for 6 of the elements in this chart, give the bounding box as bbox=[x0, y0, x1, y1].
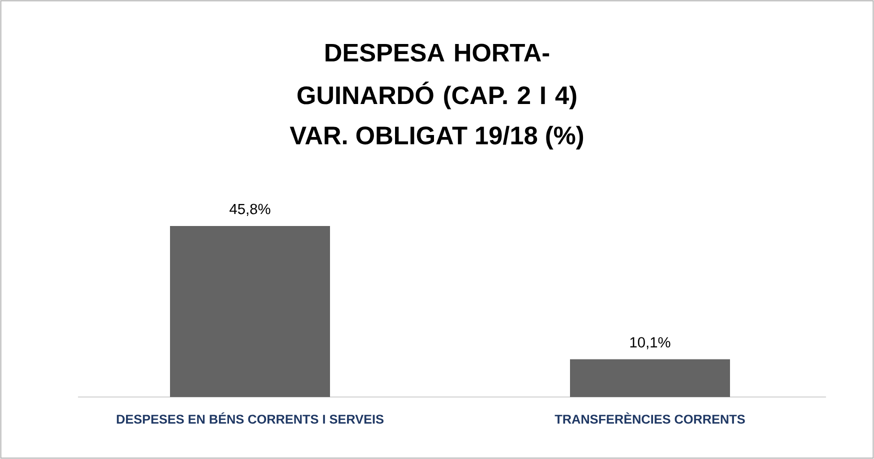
chart-subtitle: VAR. OBLIGAT 19/18 (%) bbox=[290, 126, 584, 150]
chart-title: DESPESA HORTA-GUINARDÓ (CAP. 2 I 4) bbox=[298, 44, 576, 110]
data-label: 10,1% bbox=[630, 337, 670, 350]
data-label: 45,8% bbox=[230, 204, 270, 216]
x-tick-label: DESPESES EN BÉNS CORRENTS I SERVEIS bbox=[116, 412, 384, 424]
x-tick-label: TRANSFERÈNCIES CORRENTS bbox=[554, 412, 745, 424]
